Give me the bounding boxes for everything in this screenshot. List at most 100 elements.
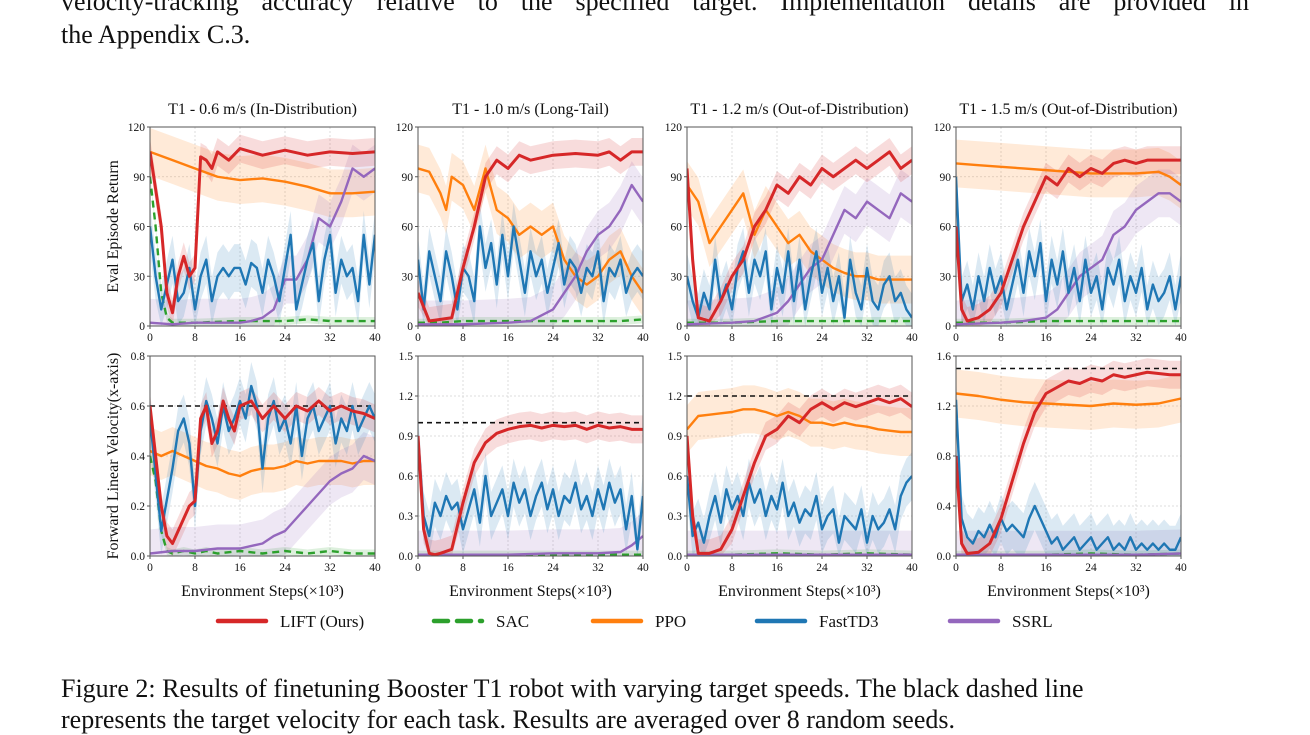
y-tick-label: 0: [676, 321, 682, 333]
x-tick-label: 16: [234, 562, 246, 574]
series-lift: [150, 399, 375, 545]
y-tick-label: 1.2: [399, 391, 414, 403]
plot-area: [418, 137, 643, 326]
legend: LIFT (Ours) SAC PPO FastTD3 SSRL: [215, 612, 1053, 631]
y-tick-label: 0.3: [668, 511, 683, 523]
y-tick-label: 0.0: [399, 551, 414, 563]
x-tick-label: 40: [637, 562, 649, 574]
subplot: 0 8 16 24 32 40 0.0 0.3 0.6 0.9 1.2 1.5 Environment …: [668, 351, 918, 600]
x-tick-label: 16: [1040, 562, 1052, 574]
y-tick-label: 0.9: [668, 431, 683, 443]
band-lift: [418, 137, 643, 326]
subplot: 0 8 16 24 32 40 0 30 60 90 120 T1 - 1.5 m/s (Out-of…: [934, 101, 1187, 344]
y-tick-label: 30: [134, 271, 146, 283]
subplot: 0 8 16 24 32 40 0.0 0.2 0.4 0.6 0.8 Environment Ste…: [105, 351, 381, 600]
x-tick-label: 8: [729, 332, 735, 344]
y-tick-label: 0.9: [399, 431, 414, 443]
y-tick-label: 0: [407, 321, 413, 333]
subplot: 0 8 16 24 32 40 0 30 60 90 120 T1 - 0.6 m/s (In-Dis…: [105, 101, 381, 344]
x-tick-label: 40: [637, 332, 649, 344]
series-lift: [687, 150, 912, 323]
series-sac: [418, 318, 643, 324]
y-tick-label: 0.0: [131, 551, 146, 563]
band-ppo: [956, 139, 1181, 209]
band-ssrl: [956, 169, 1181, 326]
plot-area: [956, 358, 1181, 556]
x-tick-label: 40: [369, 332, 381, 344]
band-lift: [956, 358, 1181, 556]
y-tick-label: 1.6: [937, 351, 952, 363]
band-fasttd3: [956, 375, 1181, 556]
subplot: 0 8 16 24 32 40 0.0 0.3 0.6 0.9 1.2 1.5 Environment …: [399, 351, 649, 600]
legend-label-ppo: PPO: [655, 612, 686, 631]
y-tick-label: 30: [671, 271, 683, 283]
x-tick-label: 0: [147, 332, 153, 344]
x-tick-label: 0: [147, 562, 153, 574]
x-tick-label: 0: [415, 562, 421, 574]
x-tick-label: 40: [906, 332, 918, 344]
x-tick-label: 32: [592, 562, 604, 574]
x-axis-label: Environment Steps(×10³): [449, 583, 612, 600]
x-tick-label: 24: [816, 332, 828, 344]
axes-frame: [417, 355, 644, 557]
y-tick-label: 0.6: [131, 401, 146, 413]
body-text-line: velocity-tracking accuracy relative to t…: [61, 0, 1249, 16]
x-tick-label: 16: [1040, 332, 1052, 344]
x-tick-label: 24: [547, 562, 559, 574]
x-tick-label: 8: [192, 562, 198, 574]
x-tick-label: 24: [279, 332, 291, 344]
subplot-title: T1 - 0.6 m/s (In-Distribution): [168, 101, 357, 118]
x-tick-label: 32: [324, 332, 336, 344]
y-tick-label: 0.8: [937, 451, 952, 463]
band-ssrl: [687, 530, 912, 556]
series-fasttd3: [150, 226, 375, 311]
x-axis-label: Environment Steps(×10³): [718, 583, 881, 600]
legend-label-ssrl: SSRL: [1012, 612, 1053, 631]
y-tick-label: 1.2: [937, 401, 952, 413]
y-tick-label: 60: [940, 222, 952, 234]
body-text-line: the Appendix C.3.: [61, 20, 251, 49]
x-tick-label: 32: [1130, 332, 1142, 344]
band-ppo: [150, 127, 375, 218]
y-tick-label: 60: [402, 222, 414, 234]
series-ssrl: [150, 167, 375, 326]
series-lift: [418, 150, 643, 323]
x-tick-label: 0: [684, 332, 690, 344]
axes-frame: [686, 355, 913, 557]
band-fasttd3: [418, 412, 643, 556]
y-tick-label: 0.4: [131, 451, 146, 463]
series-lift: [150, 147, 375, 315]
series-sac: [150, 455, 375, 555]
y-tick-label: 0.6: [399, 471, 414, 483]
series-lift: [956, 370, 1181, 555]
series-ssrl: [687, 192, 912, 326]
x-tick-label: 0: [953, 332, 959, 344]
y-tick-label: 120: [934, 122, 952, 134]
x-tick-label: 16: [502, 562, 514, 574]
x-tick-label: 8: [729, 562, 735, 574]
y-axis-label: Forward Linear Velocity(x-axis): [105, 353, 122, 560]
x-tick-label: 40: [1175, 332, 1187, 344]
plot-area: [418, 411, 643, 556]
y-tick-label: 1.5: [399, 351, 414, 363]
y-tick-label: 120: [396, 122, 414, 134]
band-lift: [956, 146, 1181, 326]
y-tick-label: 90: [402, 172, 414, 184]
x-tick-label: 16: [771, 332, 783, 344]
y-tick-label: 0: [139, 321, 145, 333]
series-ppo: [418, 167, 643, 294]
y-tick-label: 0.2: [131, 501, 146, 513]
subplot: 0 8 16 24 32 40 0 30 60 90 120 T1 - 1.2 m/s (Out-of…: [665, 101, 918, 344]
x-tick-label: 8: [460, 562, 466, 574]
x-tick-label: 24: [1085, 562, 1097, 574]
x-tick-label: 8: [998, 332, 1004, 344]
x-tick-label: 40: [369, 562, 381, 574]
y-tick-label: 0: [945, 321, 951, 333]
series-ssrl: [956, 552, 1181, 556]
series-fasttd3: [418, 435, 643, 551]
x-tick-label: 24: [547, 332, 559, 344]
x-tick-label: 8: [460, 332, 466, 344]
band-ppo: [418, 144, 643, 317]
x-tick-label: 0: [684, 562, 690, 574]
